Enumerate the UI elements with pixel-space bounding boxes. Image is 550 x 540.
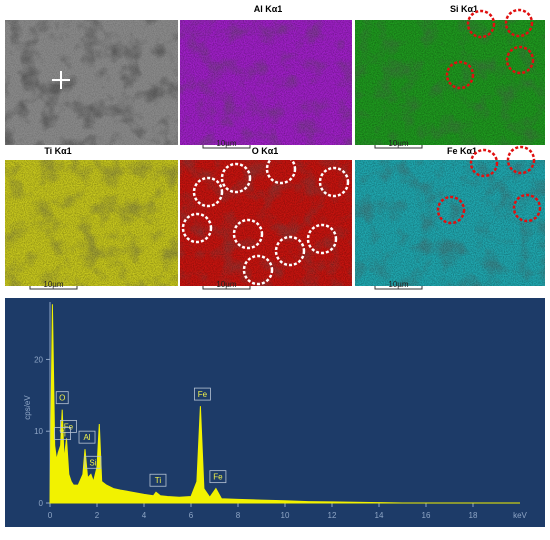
map-label: Ti Kα1 [44, 146, 71, 156]
x-tick-label: 10 [281, 511, 290, 520]
x-tick-label: 2 [95, 511, 100, 520]
y-axis-label: cps/eV [23, 395, 32, 420]
peak-label: Al [83, 433, 90, 442]
y-tick-label: 10 [34, 427, 43, 436]
peak-label-box [55, 391, 69, 405]
x-tick-label: 4 [142, 511, 147, 520]
map-label: O Kα1 [252, 146, 279, 156]
x-tick-label: 14 [375, 511, 384, 520]
peak-label: Fe [64, 422, 74, 431]
highlight-circles [181, 8, 542, 286]
spectrum-area [49, 304, 520, 504]
map-texture [180, 160, 352, 286]
scale-bar [374, 145, 423, 149]
map-label: Fe Kα1 [447, 146, 477, 156]
x-unit: keV [513, 511, 527, 520]
y-tick-label: 20 [34, 355, 43, 364]
x-tick-label: 8 [236, 511, 241, 520]
x-tick-label: 18 [469, 511, 478, 520]
peak-label-box [78, 430, 96, 444]
x-tick-label: 0 [48, 511, 53, 520]
peak-label-box [54, 427, 71, 440]
scale-bar [202, 145, 251, 149]
scale-bar-label: 10µm [216, 139, 237, 148]
map-label: Si Kα1 [450, 4, 478, 14]
scale-bar [29, 286, 78, 290]
scale-bar-label: 10µm [388, 139, 409, 148]
y-tick-label: 0 [39, 499, 44, 508]
peak-label: Ti [59, 430, 66, 439]
scale-bar-label: 10µm [216, 280, 237, 289]
map-texture [180, 20, 352, 145]
peak-label: Fe [213, 473, 223, 482]
peak-label-box [209, 470, 227, 484]
scale-bar-label: 10µm [43, 280, 64, 289]
scale-bar-label: 10µm [388, 280, 409, 289]
scale-bar [374, 286, 423, 290]
x-tick-label: 6 [189, 511, 194, 520]
map-label: Al Kα1 [254, 4, 283, 14]
x-tick-label: 12 [328, 511, 337, 520]
peak-label: O [59, 394, 65, 403]
peak-label: Ti [155, 476, 162, 485]
map-texture [5, 160, 178, 286]
peak-label-box [60, 419, 77, 433]
peak-label: Si [89, 458, 96, 467]
sem-image [5, 20, 178, 145]
peak-label: Fe [198, 390, 208, 399]
scale-bar [202, 286, 251, 290]
peak-label-box [193, 387, 211, 401]
peak-label-box [149, 473, 167, 487]
peak-label-box [84, 455, 102, 469]
x-tick-label: 16 [422, 511, 431, 520]
